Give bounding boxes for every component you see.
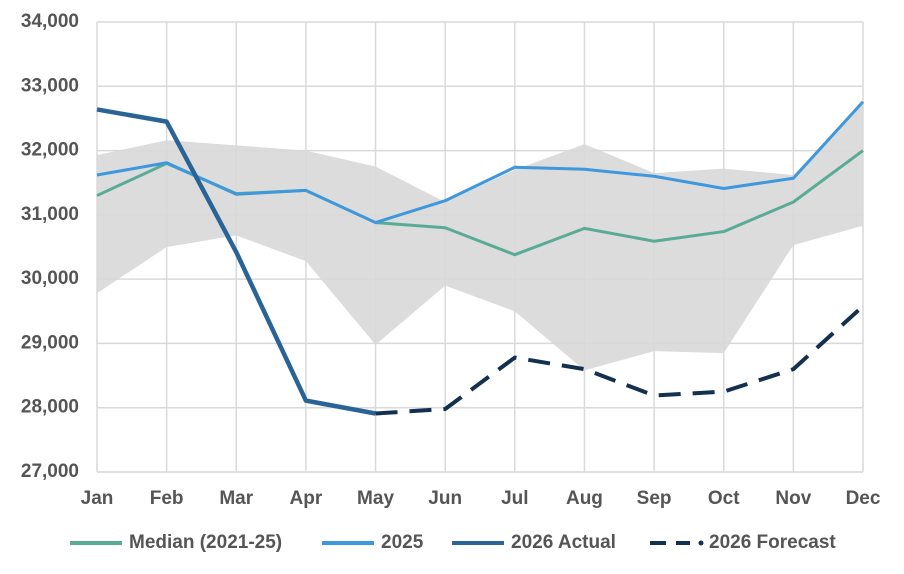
legend-label: Median (2021-25) <box>129 532 282 553</box>
x-tick-label: Sep <box>637 488 672 509</box>
x-tick-label: Jan <box>81 488 114 509</box>
y-tick-label: 29,000 <box>21 332 79 353</box>
y-tick-label: 28,000 <box>21 397 79 418</box>
x-tick-label: Jun <box>428 488 462 509</box>
legend-label: 2026 Actual <box>511 532 616 553</box>
x-tick-label: May <box>357 488 394 509</box>
x-tick-label: Nov <box>775 488 811 509</box>
series-line <box>96 107 376 416</box>
y-tick-label: 34,000 <box>21 11 79 32</box>
series-line <box>96 100 865 225</box>
legend-swatch-dot <box>698 540 704 546</box>
series-line <box>375 304 865 416</box>
x-tick-label: Feb <box>150 488 184 509</box>
x-tick-label: Jul <box>501 488 528 509</box>
y-tick-label: 33,000 <box>21 75 79 96</box>
legend-label: 2026 Forecast <box>709 532 836 553</box>
range-band <box>97 102 863 371</box>
x-tick-label: Mar <box>219 488 253 509</box>
y-tick-label: 32,000 <box>21 140 79 161</box>
y-tick-label: 27,000 <box>21 461 79 482</box>
x-tick-label: Apr <box>290 488 323 509</box>
x-tick-label: Aug <box>566 488 603 509</box>
x-tick-label: Dec <box>846 488 881 509</box>
y-tick-label: 30,000 <box>21 268 79 289</box>
x-tick-label: Oct <box>708 488 740 509</box>
legend-label: 2025 <box>381 532 424 553</box>
y-tick-label: 31,000 <box>21 204 79 225</box>
